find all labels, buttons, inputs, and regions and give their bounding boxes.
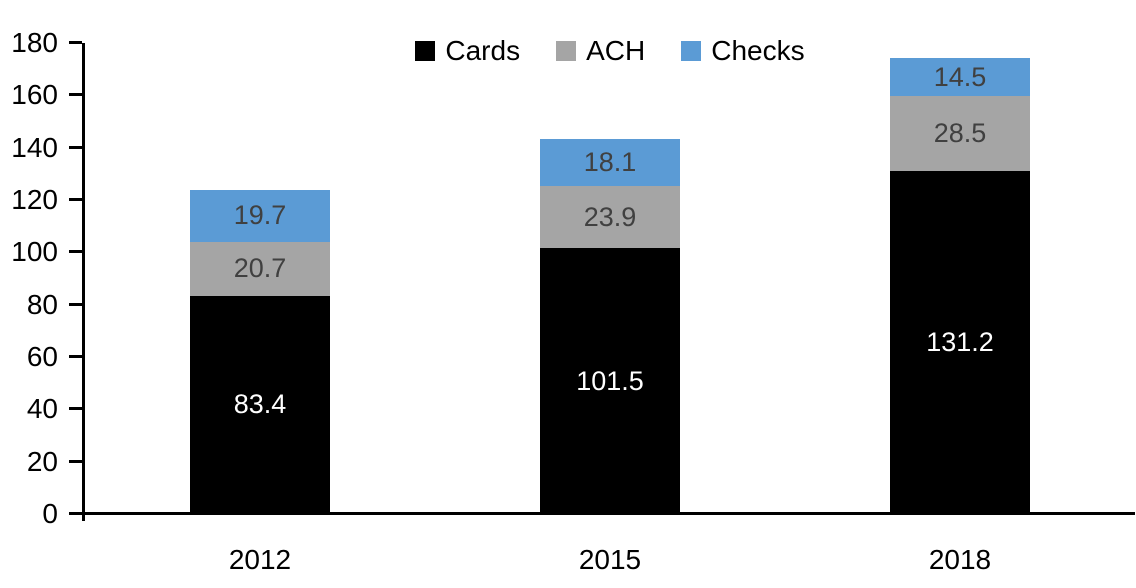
bar-2018-cards-segment: 131.2 <box>890 170 1030 514</box>
y-tick-label-140: 140 <box>11 132 58 163</box>
y-tick-0 <box>69 512 82 515</box>
legend-label-cards: Cards <box>445 35 521 66</box>
legend-label-ach: ACH <box>586 35 646 66</box>
bar-2012-ach-value: 20.7 <box>233 253 287 284</box>
x-axis-label-2012: 2012 <box>228 544 292 575</box>
bar-2015-cards-segment: 101.5 <box>540 248 680 514</box>
bar-2015-checks-segment: 18.1 <box>540 138 680 186</box>
y-tick-label-180: 180 <box>11 27 58 58</box>
y-tick-label-160: 160 <box>11 79 58 110</box>
x-axis-label-2018: 2018 <box>928 544 992 575</box>
y-tick-label-80: 80 <box>26 289 58 320</box>
legend-marker-checks-icon <box>681 41 702 61</box>
bar-2012-checks-value: 19.7 <box>233 200 287 231</box>
bar-2012-cards-value: 83.4 <box>233 389 287 420</box>
y-tick-180 <box>69 41 82 44</box>
x-axis-label-2015: 2015 <box>578 544 642 575</box>
legend-item-cards: Cards <box>415 35 520 67</box>
y-tick-120 <box>69 198 82 201</box>
chart-legend: Cards ACH Checks <box>85 34 1135 68</box>
bar-2018-checks-value: 14.5 <box>933 61 987 92</box>
y-tick-160 <box>69 93 82 96</box>
y-tick-40 <box>69 407 82 410</box>
bar-2015-ach-segment: 23.9 <box>540 185 680 249</box>
y-tick-label-100: 100 <box>11 236 58 267</box>
y-tick-label-60: 60 <box>26 341 58 372</box>
x-axis-line <box>82 512 1135 515</box>
y-tick-140 <box>69 146 82 149</box>
legend-item-ach: ACH <box>556 35 645 67</box>
y-tick-label-20: 20 <box>26 446 58 477</box>
bar-2015-cards-value: 101.5 <box>576 365 644 396</box>
y-tick-label-0: 0 <box>42 498 58 529</box>
y-tick-100 <box>69 250 82 253</box>
bar-2015-ach-value: 23.9 <box>583 201 637 232</box>
legend-marker-ach-icon <box>556 41 577 61</box>
bar-2018-ach-value: 28.5 <box>933 117 987 148</box>
bar-2012-ach-segment: 20.7 <box>190 241 330 296</box>
legend-marker-cards-icon <box>415 41 436 61</box>
y-tick-label-40: 40 <box>26 393 58 424</box>
bar-2018-checks-segment: 14.5 <box>890 58 1030 97</box>
y-axis-line <box>82 43 85 521</box>
bar-2012-checks-segment: 19.7 <box>190 190 330 242</box>
bar-2018-cards-value: 131.2 <box>926 326 994 357</box>
legend-item-checks: Checks <box>681 35 805 67</box>
bar-2018-ach-segment: 28.5 <box>890 96 1030 171</box>
y-tick-20 <box>69 460 82 463</box>
bar-2015-checks-value: 18.1 <box>583 146 637 177</box>
y-tick-80 <box>69 303 82 306</box>
y-tick-label-120: 120 <box>11 184 58 215</box>
y-tick-60 <box>69 355 82 358</box>
bar-2012-cards-segment: 83.4 <box>190 295 330 514</box>
legend-label-checks: Checks <box>711 35 805 66</box>
